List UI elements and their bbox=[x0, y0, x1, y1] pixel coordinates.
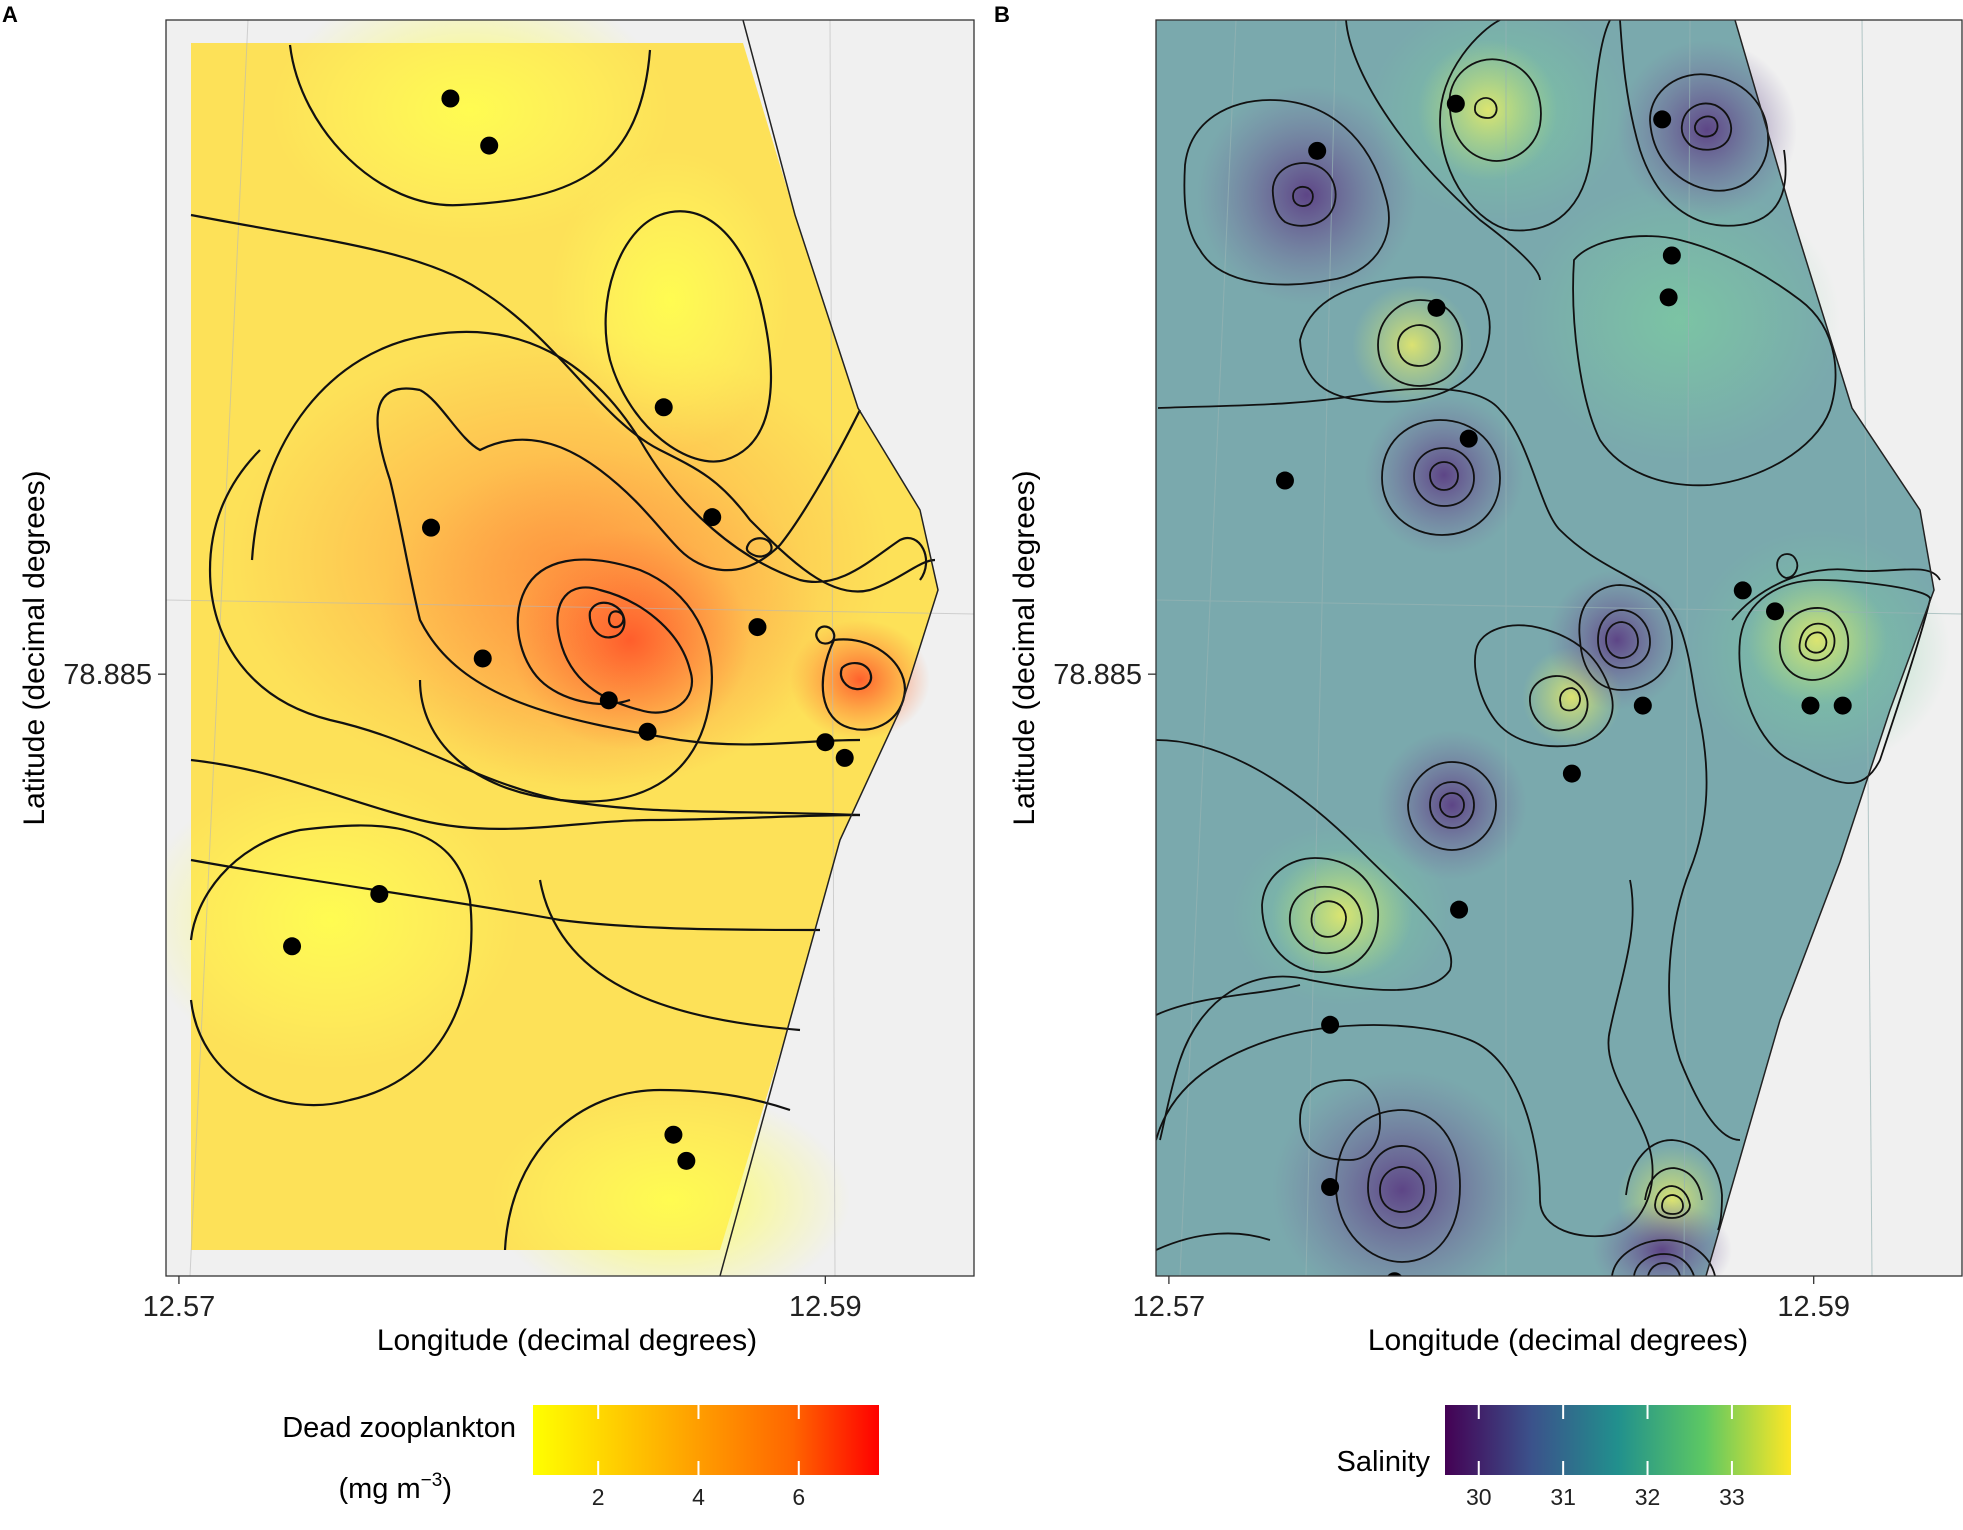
legend-a-title: Dead zooplankton bbox=[282, 1412, 516, 1444]
panel-b-axes: 12.57 12.59 78.885 bbox=[1053, 659, 1850, 1323]
panel-b-station-3 bbox=[1427, 298, 1446, 317]
panel-b-station-5 bbox=[1659, 288, 1678, 307]
legend-b-colorbar bbox=[1445, 1405, 1791, 1475]
panel-b-station-1 bbox=[1446, 94, 1465, 113]
panel-b-station-7 bbox=[1275, 471, 1294, 490]
panel-b-station-9 bbox=[1766, 602, 1785, 621]
panel-a-station-0 bbox=[441, 89, 460, 108]
panel-a-station-13 bbox=[664, 1125, 683, 1144]
panel-a-station-3 bbox=[703, 508, 722, 527]
panel-a-map bbox=[166, 20, 974, 1276]
panel-b-label: B bbox=[994, 2, 1010, 27]
panel-b-shading bbox=[1197, 20, 1950, 1276]
legend-b-tick-label-1: 31 bbox=[1550, 1484, 1576, 1510]
panel-b-station-11 bbox=[1801, 696, 1820, 715]
panel-a: A bbox=[2, 2, 975, 1357]
legend-a-tick-label-1: 4 bbox=[692, 1484, 705, 1510]
panel-b-map bbox=[1156, 20, 1962, 1301]
panel-a-station-12 bbox=[283, 937, 302, 956]
panel-a-xlabel: Longitude (decimal degrees) bbox=[377, 1324, 757, 1357]
panel-a-station-14 bbox=[677, 1151, 696, 1170]
legend-b-tick-label-0: 30 bbox=[1466, 1484, 1492, 1510]
panel-a-xtick-label-1: 12.59 bbox=[789, 1291, 862, 1323]
panel-a-coastline bbox=[719, 20, 939, 1276]
panel-a-station-1 bbox=[480, 136, 499, 155]
panel-b-graticule bbox=[1156, 20, 1962, 1276]
panel-a-graticule bbox=[166, 20, 974, 1276]
panel-b-station-15 bbox=[1321, 1015, 1340, 1034]
panel-b: B bbox=[994, 2, 1963, 1357]
legend-b-title: Salinity bbox=[1337, 1446, 1431, 1478]
panel-a-station-2 bbox=[654, 398, 673, 417]
panel-b-ytick-label-0: 78.885 bbox=[1053, 659, 1142, 691]
panel-b-station-18 bbox=[1631, 1283, 1649, 1301]
panel-b-station-4 bbox=[1662, 246, 1681, 265]
panel-b-contours bbox=[1156, 20, 1941, 1276]
panel-b-xtick-label-1: 12.59 bbox=[1777, 1291, 1850, 1323]
legend-a-colorbar bbox=[533, 1405, 879, 1475]
legend-a-unit: (mg m−3) bbox=[338, 1470, 452, 1505]
legend-b-tick-label-2: 32 bbox=[1635, 1484, 1661, 1510]
panel-a-contours bbox=[189, 44, 936, 1251]
legend-a: Dead zooplankton (mg m−3) 2 4 6 bbox=[282, 1405, 879, 1510]
panel-a-station-9 bbox=[816, 733, 835, 752]
panel-a-station-7 bbox=[599, 691, 618, 710]
legend-a-unit-close: ) bbox=[442, 1473, 452, 1505]
legend-a-tick-label-2: 6 bbox=[792, 1484, 805, 1510]
panel-a-station-6 bbox=[748, 618, 767, 637]
panel-a-station-8 bbox=[638, 722, 657, 741]
panel-a-station-10 bbox=[835, 748, 854, 767]
legend-a-tick-label-0: 2 bbox=[592, 1484, 605, 1510]
legend-b-tick-label-3: 33 bbox=[1719, 1484, 1745, 1510]
panel-a-label: A bbox=[2, 2, 18, 27]
panel-b-station-12 bbox=[1833, 696, 1852, 715]
panel-b-station-10 bbox=[1633, 696, 1652, 715]
panel-a-xtick-label-0: 12.57 bbox=[143, 1291, 216, 1323]
panel-b-frame bbox=[1155, 19, 1963, 1277]
panel-b-coastline bbox=[1705, 20, 1935, 1276]
panel-b-station-13 bbox=[1562, 764, 1581, 783]
legend-a-unit-sup: −3 bbox=[421, 1470, 443, 1491]
legend-b: Salinity 30 31 32 33 bbox=[1337, 1405, 1791, 1510]
panel-b-station-2 bbox=[1653, 110, 1672, 129]
legend-b-ticks: 30 31 32 33 bbox=[1466, 1405, 1745, 1510]
panel-a-station-11 bbox=[370, 884, 389, 903]
panel-b-station-0 bbox=[1308, 141, 1327, 160]
panel-b-ylabel: Latitude (decimal degrees) bbox=[1008, 470, 1041, 825]
panel-b-station-16 bbox=[1321, 1178, 1340, 1197]
panel-a-axes: 12.57 12.59 78.885 bbox=[63, 659, 861, 1323]
panel-b-stations bbox=[1275, 94, 1852, 1301]
panel-a-ylabel: Latitude (decimal degrees) bbox=[18, 470, 51, 825]
panel-a-station-4 bbox=[422, 518, 441, 537]
panel-a-frame bbox=[165, 19, 975, 1277]
panel-a-station-5 bbox=[473, 649, 492, 668]
panel-a-stations bbox=[283, 89, 854, 1170]
panel-b-station-14 bbox=[1450, 900, 1469, 919]
panel-b-station-6 bbox=[1459, 429, 1478, 448]
legend-a-unit-text: (mg m bbox=[338, 1473, 420, 1505]
panel-b-xlabel: Longitude (decimal degrees) bbox=[1368, 1324, 1748, 1357]
panel-b-station-8 bbox=[1733, 581, 1752, 600]
legend-a-ticks: 2 4 6 bbox=[592, 1405, 805, 1510]
panel-b-xtick-label-0: 12.57 bbox=[1133, 1291, 1206, 1323]
panel-b-station-17 bbox=[1387, 1272, 1402, 1276]
panel-a-ytick-label-0: 78.885 bbox=[63, 659, 152, 691]
